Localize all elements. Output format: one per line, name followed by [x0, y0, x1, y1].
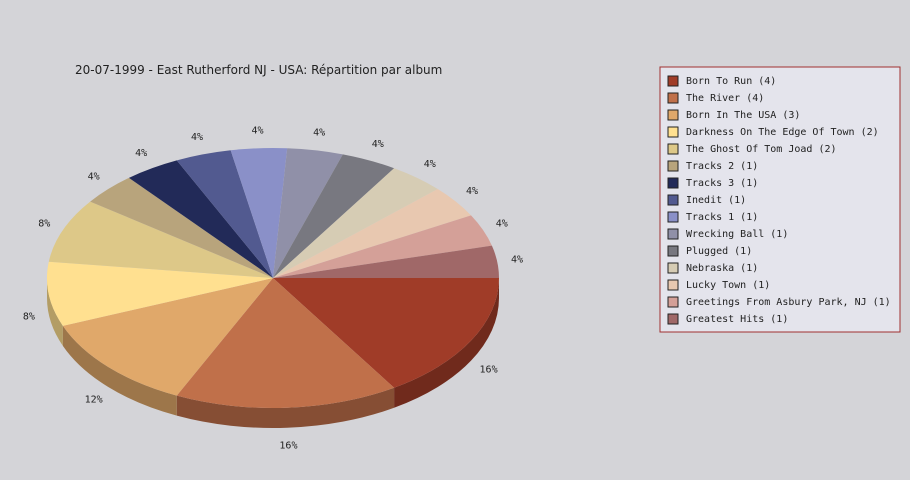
slice	[273, 245, 499, 278]
legend-swatch	[667, 262, 679, 274]
legend-swatch	[667, 109, 679, 121]
slice	[47, 261, 274, 326]
slice	[48, 201, 274, 278]
legend-swatch	[667, 313, 679, 325]
legend-label: Darkness On The Edge Of Town (2)	[686, 127, 879, 138]
slice	[273, 148, 343, 278]
legend-label: The River (4)	[686, 93, 764, 104]
slice	[273, 278, 499, 388]
legend-swatch	[667, 279, 679, 291]
legend-label: Tracks 2 (1)	[686, 161, 758, 172]
legend-label: Greetings From Asbury Park, NJ (1)	[686, 297, 891, 308]
legend-swatch	[667, 143, 679, 155]
slice-label: 16%	[279, 441, 297, 452]
slice	[90, 177, 273, 278]
slice	[273, 154, 395, 278]
slice-label: 4%	[88, 172, 100, 183]
slice	[176, 278, 395, 408]
slice-side	[394, 278, 499, 408]
legend-label: Born To Run (4)	[686, 76, 776, 87]
legend-label: Inedit (1)	[686, 195, 746, 206]
legend-label: Born In The USA (3)	[686, 110, 800, 121]
slice	[62, 278, 273, 396]
legend-label: Nebraska (1)	[686, 263, 758, 274]
slice-label: 12%	[85, 394, 103, 405]
slice	[273, 189, 472, 278]
legend-label: Greatest Hits (1)	[686, 314, 788, 325]
legend-swatch	[667, 126, 679, 138]
legend-swatch	[667, 194, 679, 206]
slice-label: 8%	[38, 219, 50, 230]
legend-swatch	[667, 211, 679, 223]
legend-label: The Ghost Of Tom Joad (2)	[686, 144, 837, 155]
slice-label: 4%	[511, 254, 523, 265]
legend-swatch	[667, 75, 679, 87]
slice-label: 4%	[135, 148, 147, 159]
slice-side	[47, 278, 63, 346]
slice-label: 4%	[466, 186, 478, 197]
slice	[273, 215, 492, 278]
slice-label: 4%	[424, 159, 436, 170]
slice-label: 8%	[23, 312, 35, 323]
slice-label: 4%	[313, 128, 325, 139]
legend-label: Tracks 3 (1)	[686, 178, 758, 189]
legend-swatch	[667, 296, 679, 308]
slice	[128, 160, 273, 278]
slice-label: 4%	[496, 219, 508, 230]
legend-label: Lucky Town (1)	[686, 280, 770, 291]
slice-label: 16%	[480, 364, 498, 375]
slice-label: 4%	[372, 139, 384, 150]
legend-swatch	[667, 245, 679, 257]
slice	[273, 168, 438, 278]
legend-swatch	[667, 92, 679, 104]
legend-label: Wrecking Ball (1)	[686, 229, 788, 240]
legend-box	[659, 66, 901, 333]
legend-swatch	[667, 228, 679, 240]
chart-title: 20-07-1999 - East Rutherford NJ - USA: R…	[75, 63, 442, 77]
slice	[230, 148, 288, 278]
legend-swatch	[667, 160, 679, 172]
slice-label: 4%	[191, 132, 203, 143]
slice-side	[62, 325, 177, 416]
legend-swatch	[667, 177, 679, 189]
slice	[176, 150, 273, 278]
legend-label: Tracks 1 (1)	[686, 212, 758, 223]
slice-label: 4%	[252, 125, 264, 136]
slice-side	[176, 387, 395, 428]
legend-label: Plugged (1)	[686, 246, 752, 257]
